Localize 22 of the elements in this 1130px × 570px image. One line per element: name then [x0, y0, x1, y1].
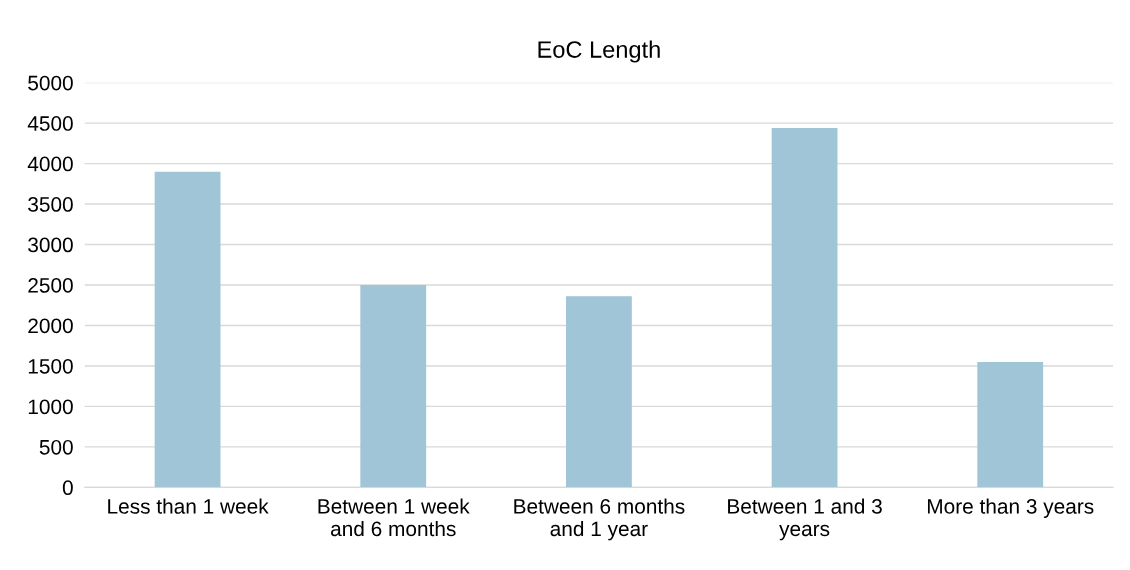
y-tick-label: 1500 [28, 358, 73, 374]
y-tick-label: 1000 [28, 399, 73, 415]
x-tick-label: Between 1 week and 6 months [318, 498, 470, 537]
bar [565, 296, 632, 488]
x-tick-label: Between 1 and 3 years [728, 498, 882, 541]
y-tick-label: 4500 [27, 116, 73, 131]
y-tick-label: 5000 [28, 75, 73, 91]
bar [360, 285, 427, 488]
bar [154, 171, 221, 488]
bar [977, 361, 1044, 488]
y-tick-label: 2000 [28, 318, 73, 334]
x-tick-label: Between 6 months and 1 year [514, 498, 685, 541]
y-tick-label: 3500 [28, 197, 73, 212]
y-tick-label: 4000 [27, 156, 73, 172]
y-tick-label: 2500 [28, 278, 73, 293]
chart-title: EoC Length [538, 40, 660, 63]
y-tick-label: 3000 [28, 237, 73, 253]
y-tick-label: 500 [39, 439, 73, 455]
y-tick-label: 0 [62, 480, 73, 496]
x-tick-label: Less than 1 week [108, 498, 269, 514]
bar [771, 127, 838, 488]
x-tick-label: More than 3 years [927, 498, 1094, 518]
